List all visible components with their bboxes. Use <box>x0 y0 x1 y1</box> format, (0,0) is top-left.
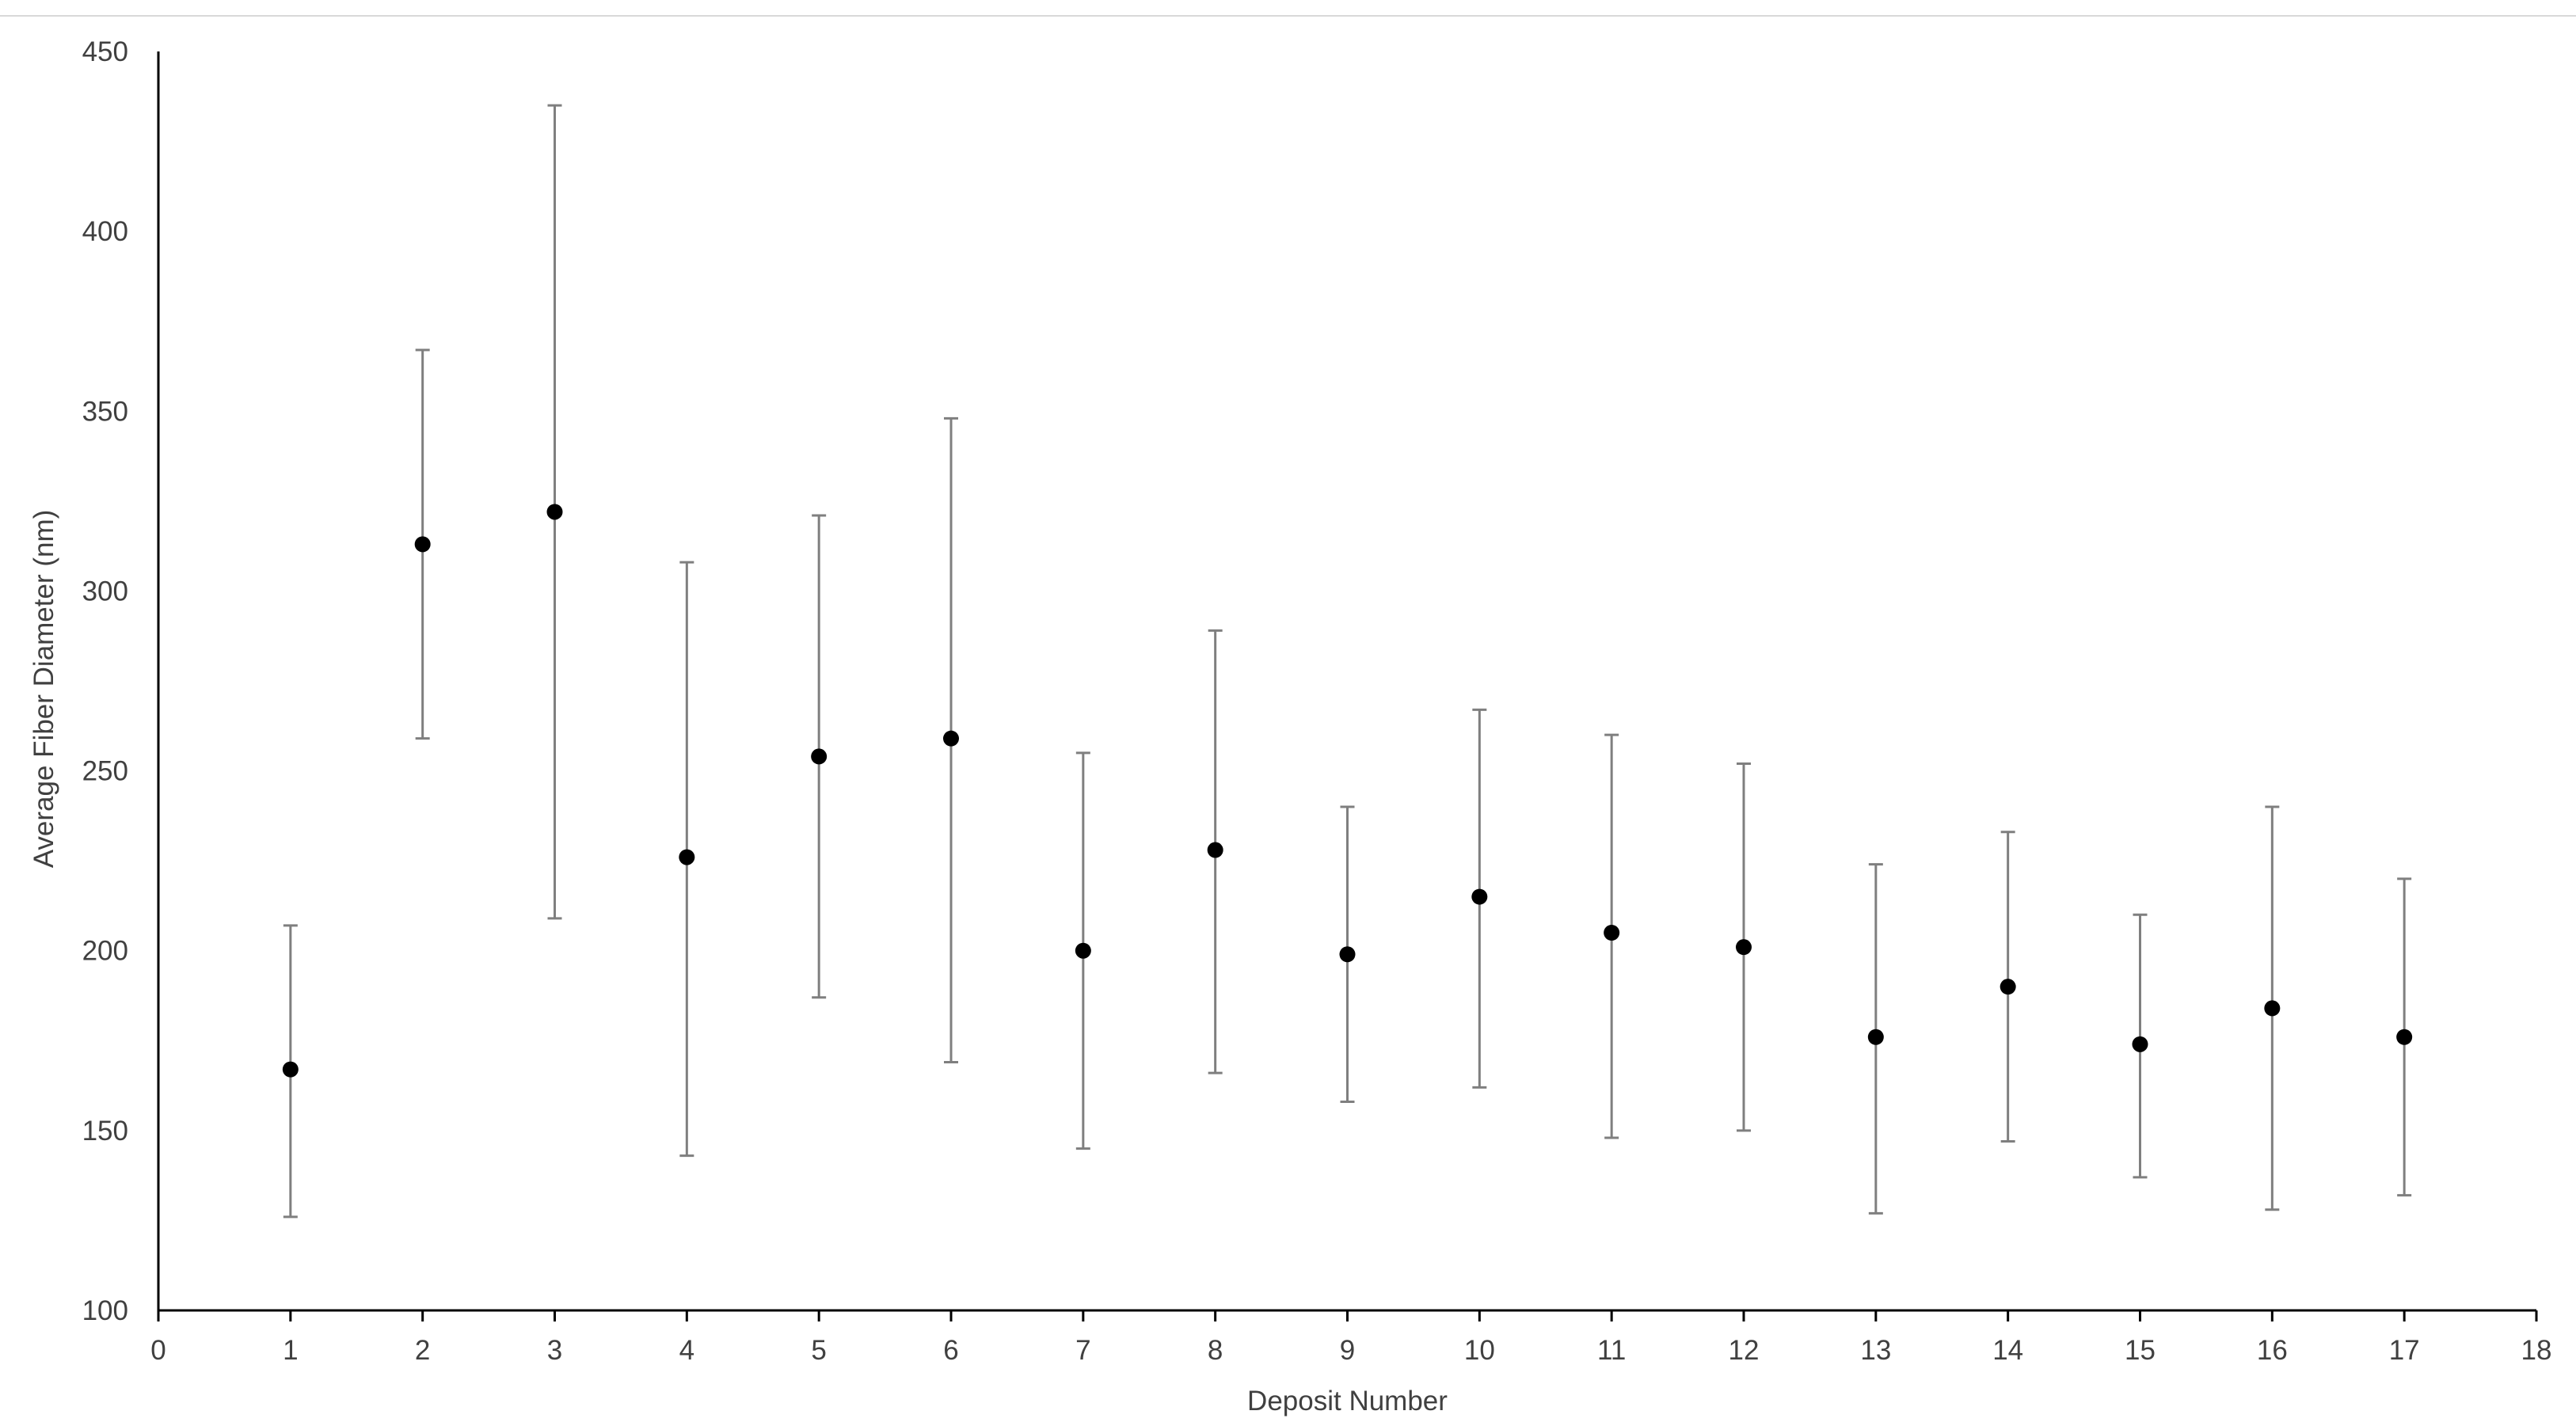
x-tick-label: 5 <box>811 1335 826 1366</box>
data-point <box>2000 979 2016 995</box>
data-point <box>1339 946 1356 963</box>
x-tick-label: 10 <box>1464 1335 1495 1366</box>
x-tick-label: 0 <box>150 1335 166 1366</box>
x-tick-label: 12 <box>1729 1335 1760 1366</box>
y-tick-label: 150 <box>82 1116 128 1147</box>
x-tick-label: 6 <box>943 1335 958 1366</box>
x-tick-label: 13 <box>1860 1335 1891 1366</box>
y-tick-label: 250 <box>82 756 128 787</box>
x-tick-label: 8 <box>1208 1335 1223 1366</box>
data-point <box>1736 939 1752 956</box>
data-point <box>679 849 695 865</box>
x-tick-label: 1 <box>283 1335 298 1366</box>
y-tick-label: 350 <box>82 396 128 427</box>
x-tick-labels: 0 1 2 3 4 5 6 7 8 9 10 11 12 13 14 15 16 17 18 <box>150 1310 2551 1366</box>
x-tick-label: 2 <box>415 1335 430 1366</box>
x-tick-label: 3 <box>547 1335 562 1366</box>
data-point <box>1471 888 1488 905</box>
data-point <box>414 536 431 553</box>
x-axis-title: Deposit Number <box>1247 1386 1448 1416</box>
x-tick-label: 15 <box>2125 1335 2156 1366</box>
data-point-layer <box>282 504 2413 1078</box>
data-point <box>811 748 828 765</box>
data-point <box>546 504 563 520</box>
x-tick-label: 16 <box>2257 1335 2288 1366</box>
data-point <box>1207 842 1223 858</box>
y-tick-labels: 100 150 200 250 300 350 400 450 <box>82 36 128 1326</box>
data-point <box>1075 942 1091 959</box>
data-point <box>2264 1000 2281 1017</box>
x-tick-label: 18 <box>2521 1335 2552 1366</box>
x-tick-label: 7 <box>1075 1335 1090 1366</box>
y-tick-label: 450 <box>82 36 128 67</box>
axes-layer <box>157 51 2536 1312</box>
error-bar-layer <box>283 104 2412 1219</box>
y-tick-label: 200 <box>82 936 128 967</box>
data-point <box>2132 1036 2148 1052</box>
x-tick-label: 11 <box>1597 1335 1626 1366</box>
x-tick-label: 14 <box>1992 1335 2023 1366</box>
y-tick-label: 100 <box>82 1295 128 1326</box>
y-axis-title: Average Fiber Diameter (nm) <box>29 510 59 869</box>
data-point <box>943 730 959 747</box>
data-point <box>1867 1029 1884 1045</box>
x-tick-label: 17 <box>2389 1335 2420 1366</box>
data-point <box>282 1061 299 1078</box>
data-point <box>1604 925 1620 941</box>
x-tick-label: 4 <box>679 1335 694 1366</box>
x-tick-label: 9 <box>1340 1335 1355 1366</box>
y-tick-label: 400 <box>82 216 128 247</box>
y-tick-label: 300 <box>82 576 128 607</box>
data-point <box>2396 1029 2413 1045</box>
